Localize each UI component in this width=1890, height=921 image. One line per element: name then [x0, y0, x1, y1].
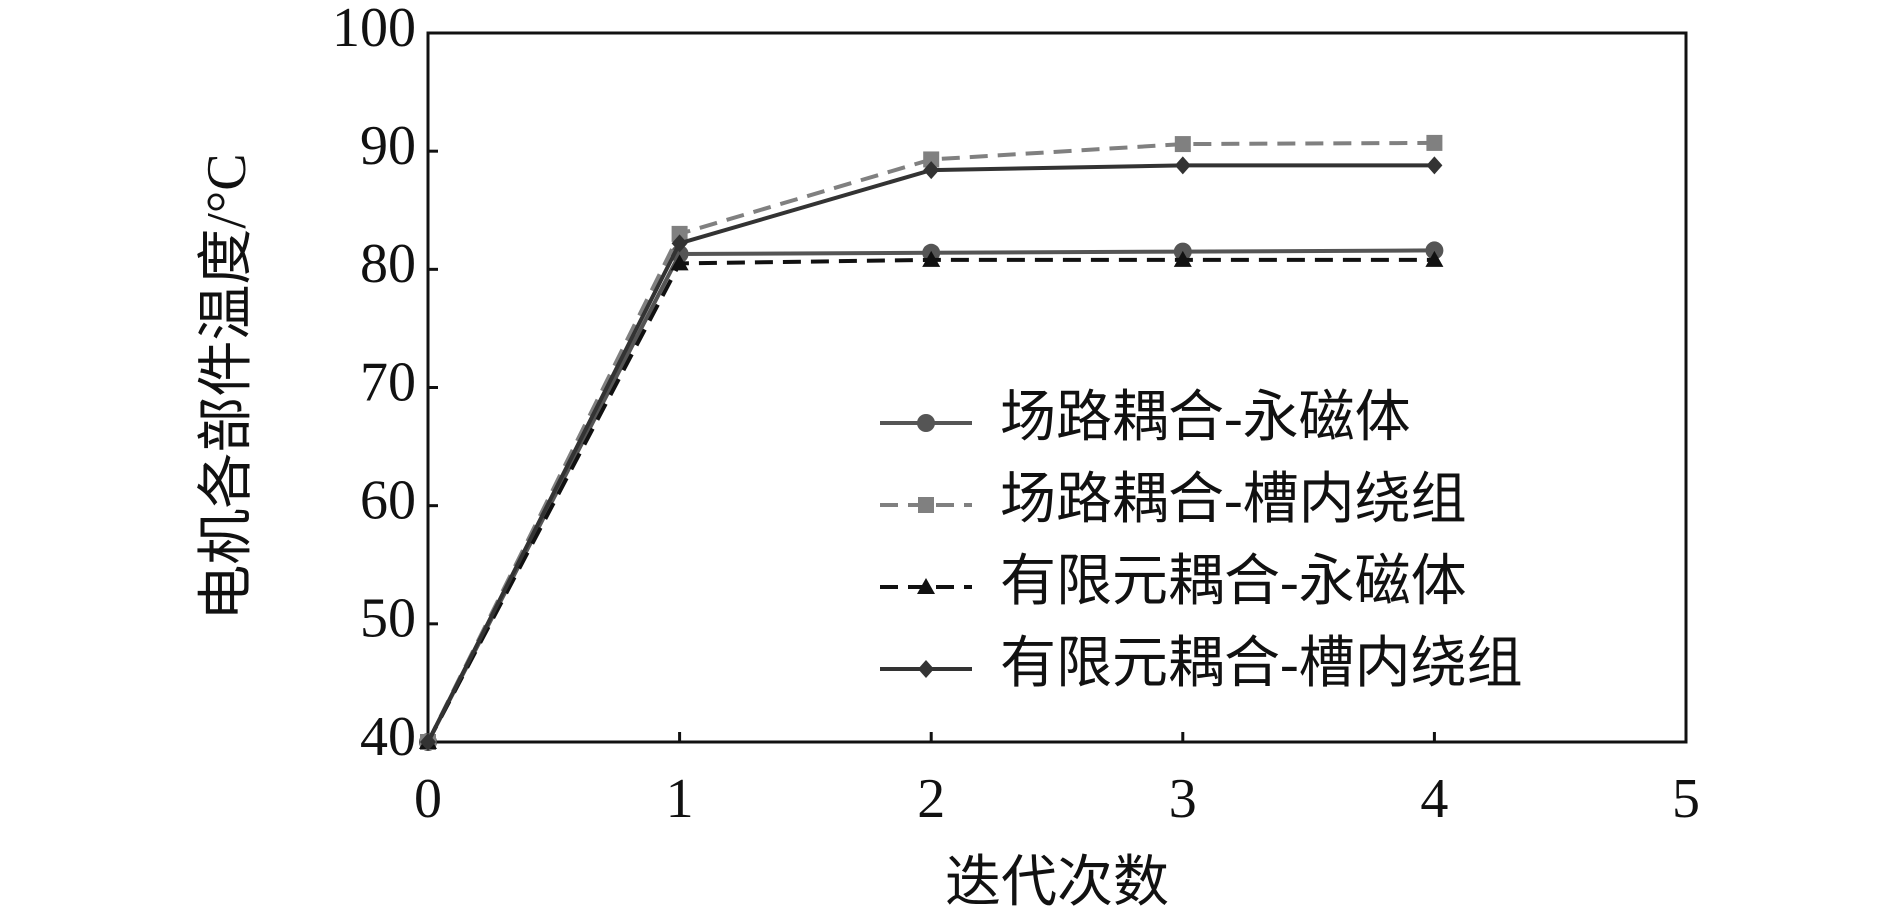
legend-marker: [917, 414, 935, 432]
data-point: [1425, 241, 1444, 260]
x-tick-label: 5: [1672, 768, 1700, 830]
data-point: [1174, 156, 1191, 175]
data-point: [923, 151, 940, 168]
y-tick-label: 100: [332, 0, 416, 59]
legend-marker: [917, 578, 935, 594]
y-tick-label: 50: [360, 588, 416, 650]
legend-marker: [918, 660, 934, 678]
y-tick-label: 80: [360, 233, 416, 295]
legend-label: 场路耦合-槽内绕组: [1000, 469, 1467, 531]
data-point: [923, 161, 940, 180]
x-tick-label: 0: [414, 768, 442, 830]
x-tick-label: 4: [1420, 768, 1448, 830]
data-point: [1174, 136, 1191, 153]
legend-label: 有限元耦合-槽内绕组: [1000, 633, 1523, 695]
x-tick-label: 1: [666, 768, 694, 830]
data-point: [922, 250, 941, 267]
y-tick-label: 40: [360, 706, 416, 768]
data-point: [1426, 156, 1443, 175]
legend-marker: [918, 497, 934, 513]
y-axis-title: 电机各部件温度/°C: [196, 153, 258, 620]
y-tick-label: 70: [360, 351, 416, 413]
x-tick-label: 2: [917, 768, 945, 830]
y-tick-label: 60: [360, 470, 416, 532]
data-point: [420, 733, 436, 751]
data-point: [671, 225, 688, 242]
data-point: [670, 254, 689, 271]
data-point: [1173, 250, 1192, 267]
legend-label: 有限元耦合-永磁体: [1000, 551, 1467, 613]
data-point: [1426, 134, 1443, 151]
x-tick-label: 3: [1169, 768, 1197, 830]
data-point: [671, 234, 688, 253]
x-axis-title: 迭代次数: [945, 852, 1169, 914]
data-point: [1425, 250, 1444, 267]
legend-label: 场路耦合-永磁体: [1000, 387, 1411, 449]
y-tick-label: 90: [360, 115, 416, 177]
